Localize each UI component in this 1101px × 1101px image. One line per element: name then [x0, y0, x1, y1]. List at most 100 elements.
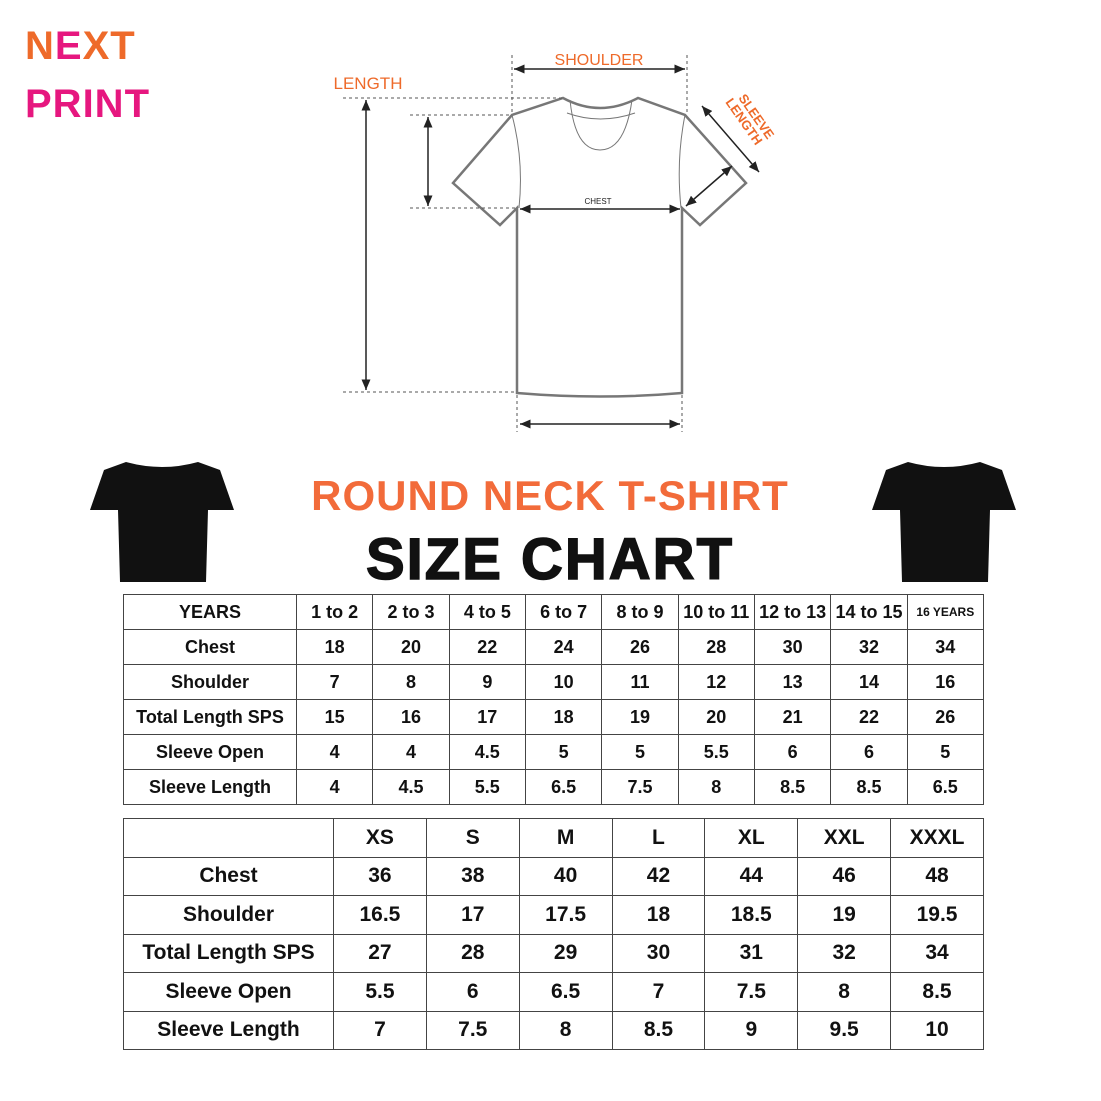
table-cell: 7: [611, 972, 706, 1012]
adult-size-table: XS S M L XL XXL XXXL Chest 36 38 40 42 44 46 48 Shoulde…: [123, 818, 984, 1050]
table-cell: 17: [448, 699, 526, 735]
table-cell: 12: [677, 664, 755, 700]
tshirt-measurement-diagram: SHOULDER LENGTH CHEST SLEEVE LENGTH: [334, 52, 777, 432]
table-cell: 4: [295, 769, 374, 805]
table-cell: 5: [601, 734, 679, 770]
header-cell: 8 to 9: [601, 594, 679, 630]
header-cell: 12 to 13: [753, 594, 832, 630]
shoulder-label: SHOULDER: [555, 52, 644, 69]
title-round-neck: ROUND NECK T-SHIRT: [311, 472, 789, 519]
row-label: Shoulder: [123, 895, 334, 935]
table-cell: 9.5: [797, 1010, 892, 1050]
row-label: Chest: [123, 856, 334, 896]
row-label: Sleeve Length: [123, 1010, 334, 1050]
header-cell: 1 to 2: [295, 594, 374, 630]
tshirt-outline: [451, 96, 748, 398]
table-cell: 8.5: [890, 972, 984, 1012]
table-cell: 8: [372, 664, 450, 700]
table-cell: 5.5: [333, 972, 427, 1012]
table-cell: 48: [890, 856, 984, 896]
row-label: Total Length SPS: [123, 699, 297, 735]
table-cell: 31: [704, 933, 799, 973]
header-cell: 6 to 7: [524, 594, 603, 630]
table-cell: 5.5: [677, 734, 755, 770]
table-cell: 24: [524, 629, 603, 665]
table-header-row: XS S M L XL XXL XXXL: [123, 818, 984, 858]
table-row: Sleeve Length 7 7.5 8 8.5 9 9.5 10: [123, 1010, 984, 1050]
row-label: Sleeve Open: [123, 734, 297, 770]
table-cell: 8: [797, 972, 892, 1012]
table-cell: 4: [372, 734, 450, 770]
table-row: Shoulder 16.5 17 17.5 18 18.5 19 19.5: [123, 895, 984, 935]
table-row: Total Length SPS 15 16 17 18 19 20 21 22 26: [123, 699, 985, 735]
header-cell: [123, 818, 334, 858]
table-cell: 10: [890, 1010, 984, 1050]
table-cell: 7.5: [601, 769, 679, 805]
header-cell: 14 to 15: [830, 594, 908, 630]
row-label: Chest: [123, 629, 297, 665]
table-cell: 27: [333, 933, 427, 973]
chest-label: CHEST: [584, 197, 611, 206]
table-row: Total Length SPS 27 28 29 30 31 32 34: [123, 933, 984, 973]
table-cell: 8: [677, 769, 755, 805]
table-cell: 16: [372, 699, 450, 735]
header-cell: XS: [333, 818, 427, 858]
header-cell: 4 to 5: [448, 594, 526, 630]
table-cell: 19.5: [890, 895, 984, 935]
row-label: Sleeve Open: [123, 972, 334, 1012]
table-cell: 8.5: [611, 1010, 706, 1050]
row-label: Sleeve Length: [123, 769, 297, 805]
header-cell: 10 to 11: [677, 594, 755, 630]
table-cell: 18: [524, 699, 603, 735]
table-cell: 4: [295, 734, 374, 770]
table-cell: 5.5: [448, 769, 526, 805]
table-cell: 30: [753, 629, 832, 665]
table-cell: 10: [524, 664, 603, 700]
table-cell: 42: [611, 856, 706, 896]
table-cell: 7: [333, 1010, 427, 1050]
table-row: Sleeve Open 4 4 4.5 5 5 5.5 6 6 5: [123, 734, 985, 770]
table-cell: 32: [830, 629, 908, 665]
header-cell: S: [425, 818, 520, 858]
table-cell: 15: [295, 699, 374, 735]
table-cell: 46: [797, 856, 892, 896]
table-cell: 28: [425, 933, 520, 973]
table-cell: 18: [295, 629, 374, 665]
table-cell: 20: [677, 699, 755, 735]
table-cell: 18: [611, 895, 706, 935]
table-cell: 11: [601, 664, 679, 700]
header-cell: XL: [704, 818, 799, 858]
row-label: Total Length SPS: [123, 933, 334, 973]
header-cell: 16 YEARS: [906, 594, 985, 630]
row-label: Shoulder: [123, 664, 297, 700]
table-cell: 14: [830, 664, 908, 700]
table-cell: 34: [906, 629, 985, 665]
table-cell: 19: [797, 895, 892, 935]
table-cell: 26: [906, 699, 985, 735]
length-label: LENGTH: [334, 74, 403, 93]
table-cell: 7.5: [704, 972, 799, 1012]
table-cell: 7: [295, 664, 374, 700]
table-cell: 4.5: [448, 734, 526, 770]
table-cell: 6.5: [524, 769, 603, 805]
table-cell: 36: [333, 856, 427, 896]
table-cell: 13: [753, 664, 832, 700]
table-cell: 6: [753, 734, 832, 770]
header-cell: L: [611, 818, 706, 858]
table-cell: 40: [518, 856, 613, 896]
table-row: Chest 18 20 22 24 26 28 30 32 34: [123, 629, 985, 665]
table-cell: 6: [830, 734, 908, 770]
black-tshirt-icon-left: [90, 462, 234, 582]
table-cell: 30: [611, 933, 706, 973]
table-cell: 22: [830, 699, 908, 735]
table-cell: 6.5: [906, 769, 985, 805]
header-cell: XXL: [797, 818, 892, 858]
table-cell: 18.5: [704, 895, 799, 935]
table-cell: 19: [601, 699, 679, 735]
header-cell: XXXL: [890, 818, 984, 858]
header-cell: YEARS: [123, 594, 297, 630]
table-cell: 6: [425, 972, 520, 1012]
table-row: Sleeve Open 5.5 6 6.5 7 7.5 8 8.5: [123, 972, 984, 1012]
